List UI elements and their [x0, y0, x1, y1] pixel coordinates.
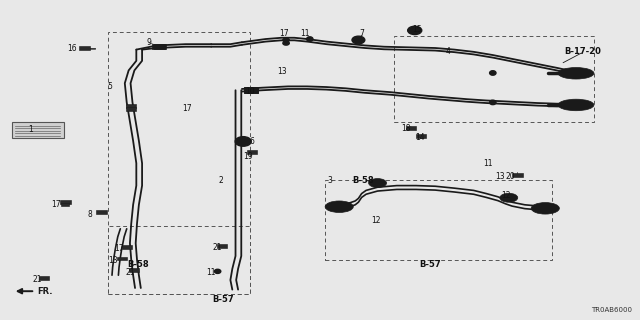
- Ellipse shape: [352, 36, 365, 44]
- Text: 11: 11: [483, 159, 492, 168]
- Text: 11: 11: [300, 29, 309, 38]
- Text: B-57: B-57: [212, 295, 234, 304]
- Text: 13: 13: [276, 67, 287, 76]
- Bar: [152, 44, 165, 49]
- Text: 21: 21: [33, 276, 42, 284]
- Text: 17: 17: [114, 244, 124, 253]
- Ellipse shape: [490, 71, 496, 75]
- Text: B-17-20: B-17-20: [564, 47, 601, 56]
- Text: 17: 17: [51, 200, 61, 209]
- Bar: [108, 32, 250, 294]
- Text: 13: 13: [108, 256, 118, 265]
- Text: 1: 1: [28, 125, 33, 134]
- Text: 19: 19: [243, 152, 253, 161]
- Text: 8: 8: [87, 210, 92, 219]
- Text: 13: 13: [495, 172, 506, 181]
- Bar: [244, 87, 258, 93]
- Text: 21: 21: [126, 268, 135, 277]
- Text: 14: 14: [415, 133, 426, 142]
- Bar: [325, 180, 552, 260]
- Bar: [154, 44, 166, 49]
- Text: B-58: B-58: [353, 176, 374, 185]
- Text: 6: 6: [249, 137, 254, 146]
- Bar: [244, 87, 258, 93]
- Bar: [38, 276, 49, 280]
- Bar: [217, 244, 227, 248]
- Text: 12: 12: [501, 191, 510, 200]
- Text: B-58: B-58: [127, 260, 148, 269]
- Text: TR0AB6000: TR0AB6000: [591, 307, 632, 313]
- Ellipse shape: [283, 38, 289, 42]
- Ellipse shape: [408, 26, 422, 35]
- Bar: [512, 173, 522, 177]
- Ellipse shape: [558, 99, 594, 111]
- Bar: [108, 226, 250, 294]
- Bar: [126, 104, 136, 108]
- Text: 20: 20: [506, 172, 516, 181]
- Text: 3: 3: [327, 176, 332, 185]
- Text: 16: 16: [67, 44, 77, 53]
- Text: 5: 5: [108, 82, 113, 91]
- Ellipse shape: [307, 37, 313, 41]
- Ellipse shape: [236, 137, 252, 146]
- Text: 17: 17: [182, 104, 192, 113]
- Text: 12: 12: [371, 216, 380, 225]
- Text: 10: 10: [244, 87, 255, 96]
- Bar: [12, 122, 64, 138]
- Ellipse shape: [214, 269, 221, 273]
- Bar: [416, 134, 426, 138]
- Ellipse shape: [325, 201, 353, 212]
- Ellipse shape: [283, 41, 289, 45]
- Ellipse shape: [500, 193, 518, 202]
- Text: 17: 17: [278, 29, 289, 38]
- Text: 18: 18: [402, 124, 411, 133]
- Bar: [126, 107, 136, 111]
- Bar: [129, 268, 140, 272]
- Text: B-57: B-57: [419, 260, 441, 269]
- Text: 7: 7: [359, 29, 364, 38]
- Text: 21: 21: [213, 244, 222, 252]
- Bar: [122, 245, 132, 249]
- Bar: [406, 126, 416, 130]
- Ellipse shape: [558, 68, 594, 79]
- Bar: [246, 150, 257, 154]
- Bar: [60, 200, 70, 204]
- Ellipse shape: [490, 100, 496, 105]
- Text: 11: 11: [207, 268, 216, 277]
- Bar: [61, 203, 69, 206]
- Text: 15: 15: [412, 25, 422, 34]
- Text: FR.: FR.: [37, 287, 52, 296]
- Bar: [79, 46, 90, 50]
- Text: 2: 2: [218, 176, 223, 185]
- Text: 9: 9: [147, 38, 152, 47]
- Bar: [394, 36, 594, 122]
- Bar: [96, 210, 106, 214]
- Bar: [116, 257, 127, 260]
- Ellipse shape: [369, 179, 387, 188]
- Text: 4: 4: [445, 47, 451, 56]
- Ellipse shape: [531, 203, 559, 214]
